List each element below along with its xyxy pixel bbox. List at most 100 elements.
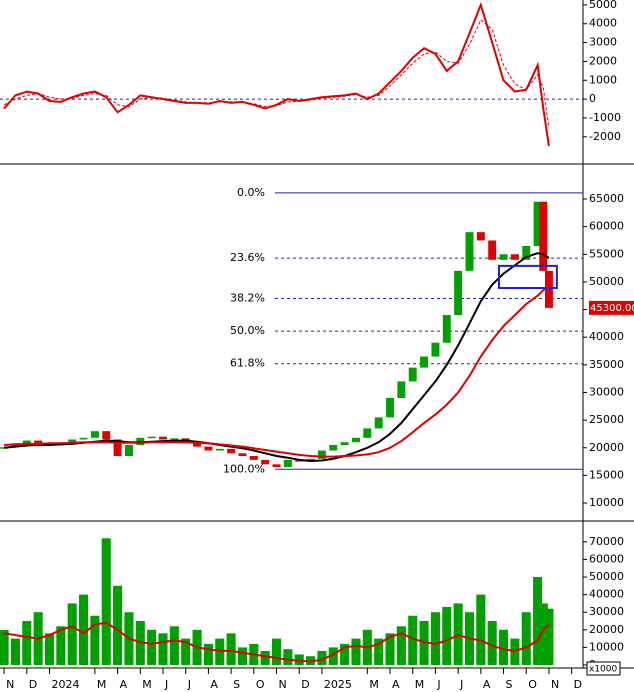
candle (238, 453, 247, 457)
y-tick-label: 4000 (589, 17, 617, 30)
volume-bar (10, 638, 20, 666)
volume-bar (226, 633, 236, 666)
x-tick-label: D (29, 678, 37, 691)
candle (0, 447, 9, 449)
fib-label: 23.6% (230, 251, 265, 264)
x-tick-label: A (210, 678, 218, 691)
highlight-box (498, 264, 558, 289)
y-tick-label: 20000 (589, 623, 624, 636)
y-tick-label: 50000 (589, 275, 624, 288)
candle (488, 240, 497, 260)
y-tick-label: 3000 (589, 36, 617, 49)
volume-bar (476, 594, 486, 666)
volume-bar (79, 594, 89, 666)
candle (147, 436, 156, 439)
candle (510, 254, 519, 260)
volume-bar (385, 633, 395, 666)
x-tick-label: S (506, 678, 513, 691)
fib-label: 0.0% (237, 186, 265, 199)
volume-bar (283, 649, 293, 666)
candle (102, 431, 111, 440)
volume-bar (533, 577, 543, 666)
candle (124, 444, 133, 457)
candle (261, 459, 270, 465)
y-tick-label: 50000 (589, 570, 624, 583)
x-tick-label: N (6, 678, 14, 691)
candle (544, 270, 553, 308)
candle (397, 381, 406, 398)
x-tick-label: J (436, 678, 440, 691)
x-tick-label: A (483, 678, 491, 691)
volume-bar (271, 638, 282, 666)
volume-bar (67, 603, 77, 666)
x-tick-label: N (279, 678, 287, 691)
y-tick-label: 10000 (589, 640, 624, 653)
last-price-label: 45300.00 (590, 303, 634, 314)
volume-bar (56, 626, 66, 666)
candle (215, 448, 224, 451)
volume-bar (147, 629, 157, 666)
x-tick-label: J (187, 678, 191, 691)
y-tick-label: 1000 (589, 73, 617, 86)
y-tick-label: 15000 (589, 468, 624, 481)
series-line (3, 1, 550, 147)
y-tick-label: 20000 (589, 441, 624, 454)
candle (79, 437, 88, 440)
candle (272, 464, 281, 468)
volume-bar (408, 615, 418, 666)
y-tick-label: 2000 (589, 54, 617, 67)
x-tick-label: 2024 (51, 678, 79, 691)
y-tick-label: 35000 (589, 358, 624, 371)
volume-bar (328, 647, 338, 666)
fib-label: 100.0% (223, 462, 265, 475)
candle (363, 428, 372, 438)
x-tick-label: M (415, 678, 425, 691)
candle (113, 439, 122, 457)
y-tick-label: -2000 (589, 130, 621, 143)
y-tick-label: 30000 (589, 385, 624, 398)
x-tick-label: O (528, 678, 537, 691)
volume-bar (90, 615, 100, 666)
candle (442, 315, 451, 343)
y-tick-label: 65000 (589, 192, 624, 205)
x-tick-label: M (97, 678, 107, 691)
series-line (3, 621, 550, 663)
x-tick-label: 2025 (324, 678, 352, 691)
volume-bar (487, 621, 497, 666)
y-tick-label: -1000 (589, 111, 621, 124)
x-tick-label: A (120, 678, 128, 691)
candle (22, 440, 31, 444)
volume-bar (396, 626, 406, 666)
series-line (3, 19, 550, 128)
candle (465, 232, 474, 271)
candle (340, 442, 349, 445)
candle (34, 440, 43, 444)
y-tick-label: 55000 (589, 247, 624, 260)
candle (539, 201, 548, 271)
candle (522, 245, 531, 260)
candle (454, 270, 463, 316)
volume-bar (22, 621, 32, 666)
volume-bar (430, 612, 440, 666)
y-tick-label: 10000 (589, 496, 624, 509)
candle (283, 459, 292, 468)
volume-bar (158, 633, 168, 666)
y-tick-label: 0 (589, 92, 596, 105)
x-tick-label: J (164, 678, 168, 691)
candle (476, 232, 485, 241)
fib-label: 38.2% (230, 291, 265, 304)
volume-bar (0, 629, 9, 666)
last-price-tag (589, 300, 634, 315)
y-tick-label: 30000 (589, 605, 624, 618)
fib-label: 61.8% (230, 357, 265, 370)
x-tick-label: A (392, 678, 400, 691)
candle (193, 442, 202, 447)
volume-bar (442, 606, 452, 666)
x-tick-label: D (574, 678, 582, 691)
candle (352, 437, 360, 443)
volume-bar (544, 608, 554, 666)
candle (408, 367, 417, 382)
volume-bar (260, 650, 270, 666)
y-tick-label: 40000 (589, 588, 624, 601)
